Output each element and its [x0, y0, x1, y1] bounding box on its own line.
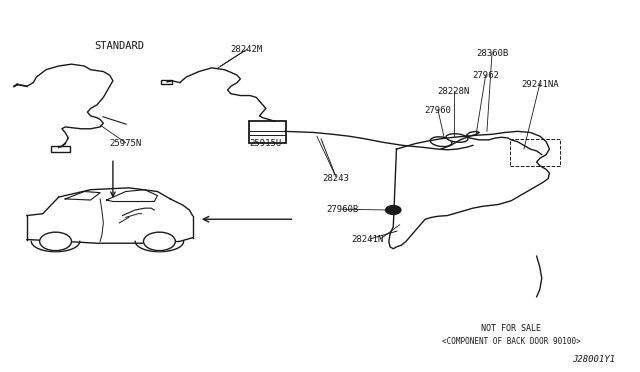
Text: 28241N: 28241N — [351, 235, 384, 244]
FancyBboxPatch shape — [248, 121, 286, 143]
Text: STANDARD: STANDARD — [94, 41, 144, 51]
Text: 28228N: 28228N — [438, 87, 470, 96]
FancyBboxPatch shape — [510, 139, 560, 166]
Circle shape — [143, 232, 175, 251]
Text: 25915U: 25915U — [250, 139, 282, 148]
Text: 29241NA: 29241NA — [521, 80, 559, 89]
Text: J28001Y1: J28001Y1 — [573, 355, 616, 364]
Text: 27960: 27960 — [424, 106, 451, 115]
Circle shape — [40, 232, 72, 251]
Circle shape — [386, 206, 401, 214]
Ellipse shape — [430, 137, 452, 147]
Text: <COMPONENT OF BACK DOOR 90100>: <COMPONENT OF BACK DOOR 90100> — [442, 337, 580, 346]
Text: 27960B: 27960B — [326, 205, 358, 215]
FancyBboxPatch shape — [51, 146, 70, 152]
Text: 28243: 28243 — [323, 174, 349, 183]
FancyBboxPatch shape — [161, 80, 172, 84]
Text: 27962: 27962 — [472, 71, 499, 80]
Ellipse shape — [446, 134, 468, 142]
Text: 28360B: 28360B — [476, 49, 508, 58]
Text: 25975N: 25975N — [109, 139, 142, 148]
Text: NOT FOR SALE: NOT FOR SALE — [481, 324, 541, 333]
Text: 28242M: 28242M — [230, 45, 263, 54]
